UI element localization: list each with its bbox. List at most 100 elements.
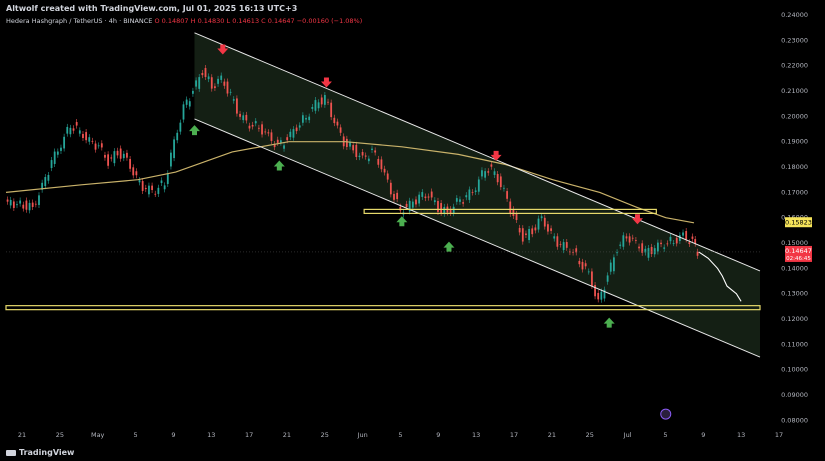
candle-body [144,187,147,190]
candle-body [185,99,188,105]
resistance-arrow-0 [217,44,229,55]
x-tick-label: Jun [357,431,368,439]
last-price-tag-text: 0.14647 [785,247,812,255]
candle-body [6,199,9,202]
candle-body [675,237,678,244]
candle-body [195,80,197,87]
level-price-tag [785,217,812,228]
candle-body [100,143,103,148]
x-tick-label: 21 [18,431,26,439]
x-tick-label: 25 [586,431,594,439]
candle-body [685,231,688,240]
candle-body [550,228,552,231]
y-tick-label: 0.19000 [781,138,808,146]
candle-body [367,158,370,162]
tradingview-logo-icon [6,449,16,456]
candle-body [694,239,697,244]
candle-body [289,131,292,138]
candle-body [327,101,329,103]
candle-body [9,199,12,206]
candle-body [66,126,69,134]
candle-body [591,271,593,286]
candle-body [587,271,590,273]
y-tick-label: 0.15000 [781,239,808,247]
candle-body [543,217,546,227]
candle-body [606,275,609,282]
candle-body [565,242,568,248]
candle-body [41,182,44,190]
y-tick-label: 0.09000 [781,391,808,399]
candle-body [364,155,367,157]
symbol-title[interactable]: Hedera Hashgraph / TetherUS · 4h · BINAN… [6,17,153,25]
y-tick-label: 0.12000 [781,315,808,323]
candle-body [188,101,191,107]
candle-body [647,248,650,258]
candle-body [82,133,84,139]
candle-body [656,242,659,252]
candle-body [63,136,66,149]
candle-body [295,127,298,132]
candle-body [619,244,622,246]
support-arrow-4 [603,317,615,328]
candle-body [94,143,97,150]
candle-body [261,124,263,135]
event-badge-icon [660,408,672,420]
candle-body [584,263,587,267]
candle-body [116,150,119,156]
candle-body [682,232,684,236]
candle-body [308,116,311,121]
candle-body [631,237,634,239]
candle-body [336,121,339,126]
candle-body [192,90,194,94]
candle-body [298,125,301,128]
tradingview-logo[interactable]: TradingView [6,448,74,457]
candle-body [672,242,675,244]
candle-body [490,164,493,167]
candle-body [317,102,320,109]
candle-body [267,132,270,134]
candle-body [408,200,411,212]
y-tick-label: 0.11000 [781,340,808,348]
y-tick-label: 0.17000 [781,188,808,196]
candle-body [556,236,559,247]
candle-body [393,193,395,200]
candle-body [154,193,157,195]
resistance-arrow-3 [631,214,643,225]
candle-body [151,185,153,191]
candle-body [320,97,323,105]
candle-body [437,200,439,212]
y-axis: 0.24000 0.23000 0.22000 0.21000 0.20000 0.190… [781,11,808,424]
y-tick-label: 0.21000 [781,87,808,95]
candle-body [663,247,666,249]
candle-body [396,192,399,200]
candle-body [459,199,461,202]
candle-body [273,144,276,148]
candle-body [242,115,245,121]
candle-body [352,145,355,151]
candle-body [220,75,223,80]
candle-body [512,209,515,216]
y-tick-label: 0.10000 [781,366,808,374]
candle-body [119,148,122,159]
candle-body [264,131,267,133]
x-tick-label: 17 [245,431,253,439]
support-arrow-3 [443,241,455,252]
candle-body [537,218,540,230]
candle-body [110,157,113,159]
candle-body [333,117,336,124]
candle-body [34,203,37,205]
candle-body [330,102,333,118]
candle-body [562,242,565,251]
candle-body [179,122,182,132]
candle-body [47,175,50,181]
candle-body [12,201,15,208]
x-tick-label: 21 [283,431,291,439]
candle-body [148,185,150,195]
candle-body [418,194,421,204]
candle-body [323,95,326,105]
candle-body [427,196,430,198]
candle-body [578,260,581,265]
x-tick-label: 17 [510,431,518,439]
candle-body [424,196,427,199]
